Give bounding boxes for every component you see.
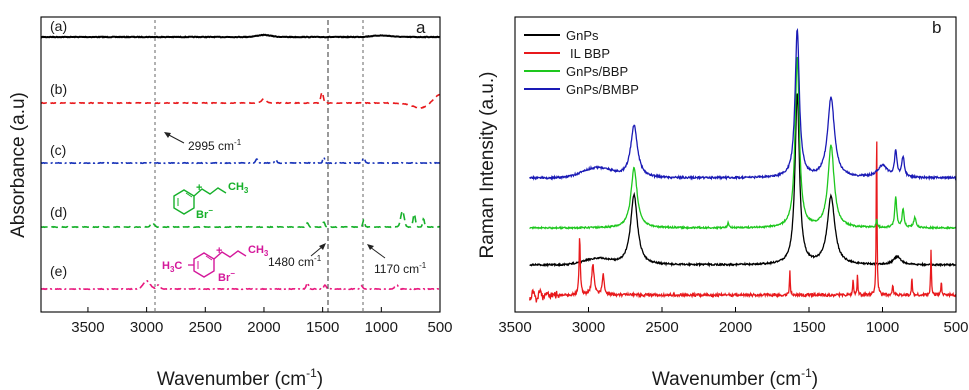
structure-e-anion-sup: −	[230, 269, 235, 278]
svg-text:CH3: CH3	[228, 181, 249, 195]
annotation-2995-text: 2995 cm	[188, 139, 234, 153]
svg-text:Br−: Br−	[196, 206, 213, 221]
panel-b-tick-label-3000: 3000	[572, 319, 605, 336]
svg-text:CH3: CH3	[248, 244, 269, 258]
panel-b-tick-label-3500: 3500	[498, 319, 531, 336]
panel-a-series-a	[41, 33, 440, 39]
svg-text:1480 cm-1: 1480 cm-1	[268, 254, 322, 269]
panel-a-x-title-close: )	[317, 369, 323, 390]
structure-e-plus: +	[216, 245, 222, 257]
panel-b-series-gnps-bbp	[529, 56, 956, 231]
panel-b: 3500 3000 2500 2000 1500 1000 500 b GnPs IL BB…	[477, 16, 969, 390]
panel-a-reference-lines	[154, 20, 364, 312]
panel-b-series	[529, 27, 956, 303]
structure-d-anion-sup: −	[208, 206, 213, 215]
structure-e-c: C	[174, 260, 182, 272]
panel-a-series	[41, 33, 440, 291]
structure-e-h-sub: 3	[170, 265, 175, 274]
annotation-1170: 1170 cm-1	[367, 244, 427, 276]
panel-b-series-il-bbp	[529, 141, 956, 303]
curve-label-b: (b)	[50, 81, 67, 97]
structure-d-ch-sub: 3	[244, 186, 249, 195]
panel-a-series-d	[41, 209, 440, 229]
panel-b-x-ticks: 3500 3000 2500 2000 1500 1000 500	[498, 307, 969, 336]
structure-d-bbp: + CH3 Br−	[173, 181, 249, 221]
panel-b-tick-label-2000: 2000	[719, 319, 752, 336]
panel-a-tick-label-1000: 1000	[365, 319, 398, 336]
panel-a-tick-label-2500: 2500	[189, 319, 222, 336]
annotation-1170-sup: -1	[419, 261, 427, 270]
structure-e-bmbp: H3C + CH3 Br−	[162, 244, 269, 284]
structure-e-ch-sub: 3	[264, 249, 269, 258]
panel-a-tick-label-3500: 3500	[71, 319, 104, 336]
legend-label-il-bbp: IL BBP	[570, 46, 610, 61]
panel-b-series-gnps	[529, 93, 956, 268]
panel-a: 3500 3000 2500 2000 1500 1000 500 (a) (b) (c) …	[8, 16, 453, 390]
panel-a-series-b	[41, 90, 440, 109]
panel-b-x-title-main: Wavenumber (cm	[652, 369, 801, 390]
legend-label-gnps-bbp: GnPs/BBP	[566, 64, 628, 79]
legend-label-gnps: GnPs	[566, 28, 599, 43]
structure-d-ch: CH	[228, 181, 244, 193]
legend-label-gnps-bmbp: GnPs/BMBP	[566, 82, 639, 97]
panel-letter-a: a	[416, 18, 426, 37]
panel-a-x-title: Wavenumber (cm-1)	[157, 366, 323, 390]
panel-b-series-gnps-bmbp	[529, 27, 956, 181]
panel-a-tick-label-2000: 2000	[247, 319, 280, 336]
panel-b-tick-label-1000: 1000	[866, 319, 899, 336]
curve-label-e: (e)	[50, 263, 67, 279]
svg-text:2995 cm-1: 2995 cm-1	[188, 138, 242, 153]
panel-b-x-title-close: )	[812, 369, 818, 390]
structure-d-plus: +	[196, 182, 202, 194]
svg-text:1170 cm-1: 1170 cm-1	[374, 261, 427, 276]
panel-a-frame	[40, 16, 441, 313]
panel-b-x-title-sup: -1	[801, 366, 812, 380]
panel-b-tick-label-2500: 2500	[645, 319, 678, 336]
panel-a-tick-label-500: 500	[427, 319, 452, 336]
structure-e-anion: Br	[218, 272, 231, 284]
panel-a-x-title-main: Wavenumber (cm	[157, 369, 306, 390]
panel-a-tick-label-1500: 1500	[306, 319, 339, 336]
panel-b-x-title: Wavenumber (cm-1)	[652, 366, 818, 390]
annotation-1170-text: 1170 cm	[374, 262, 419, 276]
panel-a-y-title: Absorbance (a.u)	[8, 92, 29, 238]
panel-b-legend: GnPs IL BBP GnPs/BBP GnPs/BMBP	[524, 28, 639, 97]
annotation-1480-text: 1480 cm	[268, 255, 314, 269]
annotation-1480: 1480 cm-1	[268, 243, 326, 269]
panel-a-x-ticks: 3500 3000 2500 2000 1500 1000 500	[71, 307, 453, 336]
panel-b-y-title: Raman Intensity (a.u.)	[477, 72, 498, 259]
annotation-1480-sup: -1	[314, 254, 322, 263]
panel-b-tick-label-1500: 1500	[792, 319, 825, 336]
panel-b-tick-label-500: 500	[943, 319, 968, 336]
panel-b-frame	[514, 16, 957, 313]
annotation-2995: 2995 cm-1	[164, 132, 242, 153]
panel-a-tick-label-3000: 3000	[130, 319, 163, 336]
svg-text:H3C: H3C	[162, 260, 182, 274]
panel-a-x-title-sup: -1	[306, 366, 317, 380]
panel-a-series-c	[41, 156, 440, 165]
svg-text:Br−: Br−	[218, 269, 235, 284]
panel-a-series-e	[41, 280, 440, 291]
structure-e-h: H	[162, 260, 170, 272]
structure-d-anion: Br	[196, 209, 209, 221]
panel-letter-b: b	[932, 18, 941, 37]
structure-e-ch: CH	[248, 244, 264, 256]
curve-label-a: (a)	[50, 18, 67, 34]
curve-label-c: (c)	[50, 142, 66, 158]
annotation-2995-sup: -1	[234, 138, 242, 147]
curve-label-d: (d)	[50, 204, 67, 220]
